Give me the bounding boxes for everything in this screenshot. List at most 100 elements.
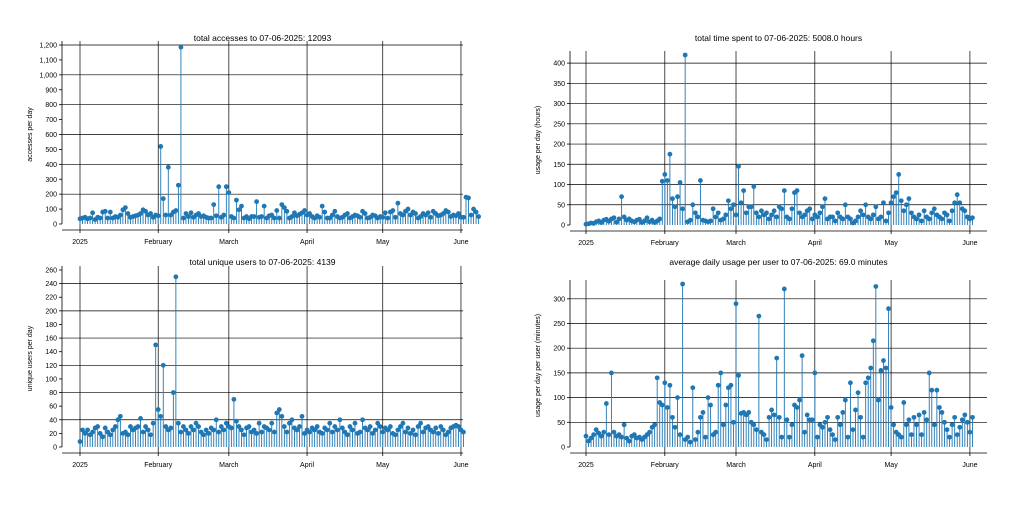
stem-marker (860, 212, 866, 218)
avg-usage-chart: average daily usage per user to 07-06-20… (535, 257, 987, 469)
stem-marker (213, 417, 219, 423)
stem-marker (662, 380, 668, 386)
stem-marker (756, 313, 762, 319)
stem-marker (720, 216, 726, 222)
stem-marker (786, 216, 792, 222)
y-tick-label: 180 (45, 322, 57, 329)
stem-marker (944, 427, 950, 433)
stem-marker (931, 422, 937, 428)
stem-marker (926, 370, 932, 376)
stem-marker (848, 380, 853, 386)
stem-marker (868, 216, 874, 222)
stem-marker (868, 365, 874, 371)
stem-marker (835, 210, 841, 216)
stem-marker (365, 427, 371, 433)
stem-marker (736, 372, 741, 378)
stem-marker (405, 206, 411, 212)
stem-marker (332, 208, 338, 214)
stem-marker (456, 211, 461, 216)
stem-marker (878, 368, 884, 373)
stem-marker (181, 215, 186, 221)
y-tick-label: 80 (49, 390, 57, 397)
y-tick-label: 160 (45, 336, 57, 343)
stem-marker (239, 203, 244, 209)
stem-marker (619, 194, 624, 200)
stem-marker (155, 407, 161, 412)
stem-marker (302, 208, 307, 213)
stem-marker (413, 432, 418, 438)
stem-marker (850, 427, 856, 433)
stem-marker (77, 439, 83, 444)
x-tick-label: May (376, 462, 390, 469)
y-tick-label: 60 (49, 404, 57, 411)
stem-marker (952, 200, 958, 206)
stem-marker (855, 214, 861, 220)
stem-marker (764, 210, 769, 216)
x-tick-label: June (453, 462, 468, 469)
stem-marker (598, 433, 604, 439)
stem-marker (271, 215, 277, 221)
stem-marker (698, 178, 703, 183)
x-tick-label: March (219, 239, 239, 246)
y-tick-label: 50 (557, 420, 565, 427)
stem-marker (95, 424, 101, 429)
x-tick-label: 2025 (72, 239, 88, 246)
stem-marker (715, 210, 721, 216)
stem-marker (281, 424, 287, 429)
stem-marker (377, 424, 383, 429)
stem-marker (153, 342, 159, 348)
stem-marker (601, 429, 607, 435)
stem-marker (906, 417, 912, 423)
stem-marker (713, 214, 719, 220)
y-tick-label: 50 (557, 202, 565, 209)
stem-marker (307, 429, 312, 435)
stem-marker (809, 417, 815, 423)
stem-marker (461, 429, 466, 435)
stem-marker (395, 427, 401, 433)
stem-marker (112, 424, 118, 429)
stem-marker (659, 402, 665, 408)
stem-marker (738, 200, 744, 206)
stem-marker (947, 218, 952, 224)
stem-marker (87, 215, 93, 221)
stem-marker (675, 395, 680, 401)
stem-marker (357, 429, 363, 435)
stem-marker (769, 212, 775, 218)
y-axis-label: usage per day (hours) (535, 106, 542, 174)
stem-marker (221, 212, 227, 218)
stem-marker (687, 439, 693, 445)
stem-marker (654, 375, 660, 381)
stem-marker (468, 212, 474, 218)
x-tick-label: May (376, 239, 390, 246)
stem-marker (863, 202, 869, 208)
stem-marker (898, 434, 904, 440)
stem-marker (400, 420, 406, 426)
stem-marker (231, 396, 237, 402)
stem-marker (223, 184, 229, 190)
stem-marker (405, 425, 411, 431)
stem-marker (728, 382, 734, 388)
stem-marker (766, 414, 772, 420)
stem-marker (274, 410, 280, 416)
stem-marker (794, 188, 800, 193)
stem-marker (362, 211, 368, 216)
stem-marker (611, 429, 617, 435)
stem-marker (949, 208, 955, 214)
x-tick-label: May (884, 240, 898, 247)
stem-marker (211, 202, 217, 208)
stem-marker (964, 419, 970, 425)
chart-title: total time spent to 07-06-2025: 5008.0 h… (695, 33, 862, 43)
y-axis-label: unique users per day (27, 325, 34, 391)
stem-marker (603, 401, 609, 406)
stem-marker (886, 210, 891, 216)
stem-marker (947, 434, 952, 440)
stem-marker (970, 215, 975, 221)
stem-marker (931, 206, 937, 212)
stem-marker (781, 188, 787, 193)
stem-marker (794, 405, 800, 410)
stem-marker (954, 192, 960, 198)
stem-marker (196, 424, 201, 429)
stem-marker (440, 427, 446, 433)
stem-marker (105, 215, 111, 221)
y-tick-label: 200 (45, 308, 57, 315)
